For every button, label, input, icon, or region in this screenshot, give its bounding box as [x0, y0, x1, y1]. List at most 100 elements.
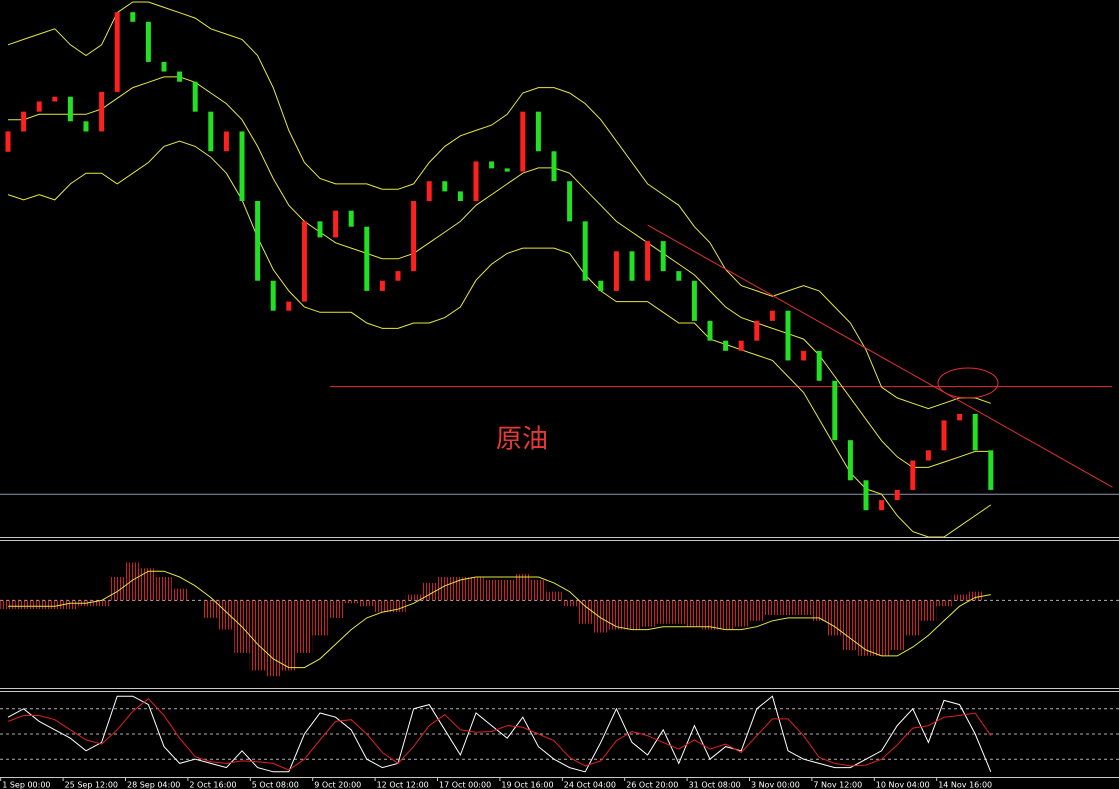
histogram-bar — [468, 577, 484, 601]
x-tick-label: 24 Oct 04:00 — [564, 781, 616, 789]
line — [8, 570, 991, 669]
candle-body — [395, 271, 401, 281]
candle-body — [36, 101, 42, 112]
candle-body — [754, 320, 760, 341]
histogram-bar — [156, 577, 172, 601]
histogram-bar — [702, 600, 718, 630]
histogram-bar — [109, 577, 125, 601]
histogram-bar — [93, 600, 110, 607]
histogram-bar — [842, 600, 859, 651]
candle-body — [910, 460, 916, 490]
candle-body — [161, 61, 167, 72]
histogram-bar — [593, 600, 609, 633]
histogram-bar — [437, 577, 453, 601]
candle-body — [364, 226, 370, 291]
highlight-ellipse — [937, 367, 999, 399]
candle-body — [333, 210, 339, 238]
histogram-bar — [889, 600, 905, 651]
candle-body — [411, 201, 417, 272]
candle-body — [21, 111, 27, 132]
stochastic-pane — [0, 695, 1119, 773]
histogram-bar — [125, 562, 141, 601]
histogram-bar — [764, 600, 781, 615]
histogram-bar — [405, 594, 422, 601]
candle-body — [208, 111, 214, 152]
histogram-bar — [499, 579, 515, 601]
candle-body — [988, 450, 994, 490]
histogram-bar — [343, 600, 359, 604]
histogram-bar — [546, 591, 562, 601]
candle-body — [348, 210, 354, 227]
candle-body — [738, 340, 744, 351]
candle-body — [847, 440, 853, 481]
x-tick-label: 17 Oct 00:00 — [439, 781, 491, 789]
candle-body — [379, 280, 385, 291]
annotation: 原油 — [496, 425, 548, 455]
price-pane — [0, 1, 1119, 537]
histogram-bar — [936, 600, 952, 607]
candle-body — [177, 71, 183, 82]
x-tick-label: 3 Nov 00:00 — [751, 781, 800, 789]
candle-body — [473, 161, 479, 202]
candle-body — [879, 500, 885, 511]
histogram-bar — [608, 600, 625, 630]
histogram-bar — [312, 600, 328, 636]
histogram-bar — [530, 579, 547, 601]
candle-body — [957, 413, 963, 421]
candle-body — [301, 221, 307, 302]
x-tick-label: 14 Nov 16:00 — [938, 781, 992, 789]
histogram-bar — [811, 600, 827, 621]
candle-body — [629, 251, 635, 281]
histogram-bar — [686, 600, 703, 627]
candle-body — [255, 201, 261, 281]
histogram-bar — [624, 600, 640, 630]
histogram-bar — [265, 600, 281, 677]
macd-pane — [0, 562, 1119, 677]
histogram-bar — [218, 600, 235, 630]
candle-body — [489, 161, 495, 169]
candle-body — [457, 191, 463, 202]
candle-body — [130, 12, 136, 22]
x-tick-label: 5 Oct 08:00 — [252, 781, 299, 789]
line — [7, 698, 992, 771]
histogram-bar — [390, 600, 406, 613]
candle-body — [582, 221, 588, 281]
candle-body — [192, 81, 198, 112]
x-tick-label: 2 Oct 16:00 — [189, 781, 236, 789]
candle-body — [223, 131, 229, 152]
candle-body — [99, 91, 105, 132]
histogram-bar — [795, 600, 812, 615]
candle-body — [832, 380, 838, 441]
x-tick-label: 19 Oct 16:00 — [501, 781, 553, 789]
histogram-bar — [359, 600, 375, 607]
candle-body — [723, 340, 729, 351]
histogram-bar — [0, 600, 16, 610]
histogram-bar — [717, 600, 734, 630]
candle-body — [691, 280, 697, 321]
histogram-bar — [281, 600, 297, 671]
x-tick-label: 25 Sep 12:00 — [65, 781, 118, 789]
candle-body — [551, 151, 557, 182]
histogram-bar — [749, 600, 765, 621]
candle-body — [645, 241, 651, 281]
candle-body — [676, 271, 682, 281]
candle-body — [520, 111, 526, 172]
histogram-bar — [873, 600, 890, 656]
histogram-bar — [374, 600, 391, 613]
candle-body — [52, 96, 58, 102]
candle-body — [613, 251, 619, 291]
x-tick-label: 26 Oct 20:00 — [626, 781, 678, 789]
histogram-bar — [733, 600, 749, 627]
x-tick-label: 28 Sep 04:00 — [127, 781, 180, 789]
candle-body — [442, 181, 448, 192]
candle-body — [317, 221, 323, 238]
line — [7, 1, 991, 410]
candle-body — [535, 111, 541, 152]
histogram-bar — [483, 579, 500, 601]
histogram-bar — [655, 600, 671, 624]
candle-body — [567, 181, 573, 222]
x-tick-label: 31 Oct 08:00 — [689, 781, 741, 789]
x-tick-label: 12 Oct 12:00 — [377, 781, 429, 789]
histogram-bar — [452, 577, 469, 601]
